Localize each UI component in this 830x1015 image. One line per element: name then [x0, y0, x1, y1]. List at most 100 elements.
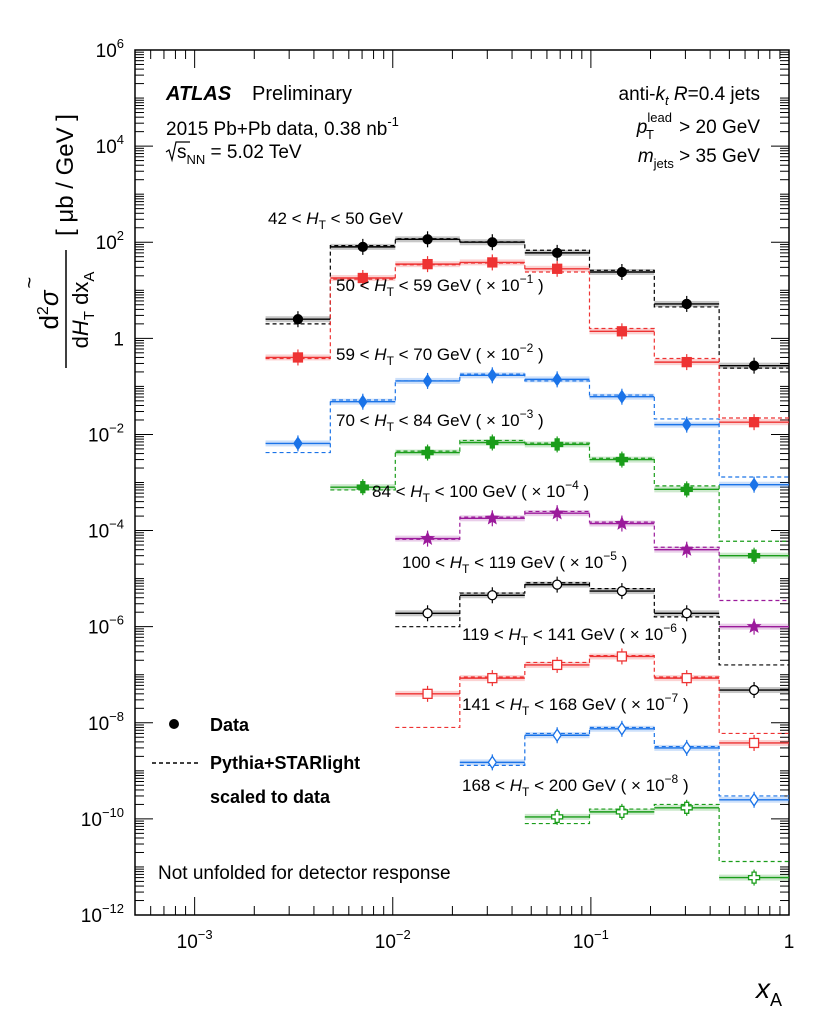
data-point	[680, 483, 693, 496]
data-point	[486, 436, 499, 449]
m-jets-label: mjets > 35 GeV	[638, 146, 760, 171]
data-point	[552, 579, 563, 590]
series-label: 50 < HT < 59 GeV ( × 10−1 )	[336, 272, 544, 299]
svg-text:sNN = 5.02 TeV: sNN = 5.02 TeV	[177, 142, 302, 167]
not-unfolded-note: Not unfolded for detector response	[158, 863, 451, 884]
series	[265, 254, 789, 431]
x-tick-label: 10−1	[573, 927, 609, 953]
legend: Data Pythia+STARlight scaled to data	[152, 715, 360, 807]
data-point	[747, 871, 761, 884]
data-point	[552, 728, 562, 743]
series	[395, 576, 789, 699]
data-point	[357, 241, 368, 253]
y-tick-label: 10−10	[81, 805, 124, 831]
data-point	[616, 651, 628, 662]
data-point	[552, 372, 562, 387]
data-point	[614, 515, 630, 530]
y-axis-label: d2σ ~ dHT dxA [ μb / GeV ]	[19, 114, 98, 368]
preliminary-label: Preliminary	[252, 83, 352, 105]
data-point	[679, 541, 695, 556]
data-point	[749, 792, 759, 807]
data-point	[616, 585, 628, 597]
pt-lead-label: plead T > 20 GeV	[636, 110, 761, 142]
data-point	[422, 688, 433, 699]
data-point	[422, 234, 433, 245]
data-point	[421, 446, 434, 459]
axis-ticks	[134, 50, 790, 916]
data-point	[748, 737, 760, 749]
data-point	[422, 373, 433, 389]
data-point	[617, 389, 627, 404]
data-point	[748, 684, 760, 696]
svg-text:[ μb / GeV ]: [ μb / GeV ]	[52, 114, 79, 236]
svg-text:dHT dxA: dHT dxA	[68, 272, 98, 349]
series-labels: 42 < HT < 50 GeV 50 < HT < 59 GeV ( × 10−…	[268, 209, 689, 799]
data-point	[749, 477, 759, 492]
data-point	[681, 298, 692, 310]
series-label: 100 < HT < 119 GeV ( × 10−5 )	[402, 549, 627, 576]
series	[265, 367, 789, 493]
data-point	[549, 505, 565, 520]
data-point	[487, 368, 498, 383]
data-point	[487, 672, 498, 684]
data-point	[615, 805, 629, 819]
mc-step	[395, 654, 789, 735]
series-label: 141 < HT < 168 GeV ( × 10−7 )	[462, 691, 689, 718]
atlas-label: ATLAS	[165, 83, 232, 105]
legend-data-label: Data	[210, 715, 250, 735]
series-label: 119 < HT < 141 GeV ( × 10−6 )	[462, 621, 687, 648]
sqrt-symbol	[165, 141, 190, 163]
data-point	[681, 672, 692, 684]
x-tick-label: 10−2	[375, 927, 411, 953]
series	[330, 434, 789, 564]
series	[524, 799, 789, 886]
data-point	[551, 438, 564, 451]
mc-step	[459, 726, 789, 797]
data-point	[552, 263, 563, 274]
axis-tick-labels: 10−3 10−2 10−1 1 106 104 102 1 10−2 10−4 10−6 10−8 1…	[81, 36, 794, 953]
data-point	[746, 618, 762, 633]
y-tick-label: 106	[96, 36, 124, 62]
legend-data-marker	[169, 719, 179, 729]
data-point	[748, 417, 760, 428]
data-point	[616, 326, 628, 337]
data-point	[420, 530, 436, 545]
data-point	[551, 810, 564, 824]
mc-step	[395, 510, 789, 602]
data-point	[681, 608, 692, 619]
y-tick-label: 1	[113, 329, 124, 350]
data-point	[615, 453, 629, 466]
data-point	[616, 266, 628, 278]
x-tick-label: 10−3	[177, 927, 213, 953]
data-point	[487, 257, 498, 268]
y-tick-label: 10−4	[88, 517, 124, 543]
data-point	[681, 740, 692, 756]
dataset-label: 2015 Pb+Pb data, 0.38 nb-1	[166, 114, 399, 140]
data-point	[617, 721, 627, 736]
data-point	[487, 755, 498, 770]
sqrt-s-label: sNN = 5.02 TeV	[165, 141, 302, 167]
data-point	[747, 549, 761, 562]
data-point	[292, 352, 304, 363]
series-layer	[265, 231, 789, 886]
y-tick-label: 10−12	[81, 901, 124, 927]
svg-text:~: ~	[19, 277, 41, 289]
series-label: 168 < HT < 200 GeV ( × 10−8 )	[462, 772, 689, 799]
y-tick-label: 10−6	[88, 613, 124, 639]
y-tick-label: 104	[96, 132, 124, 158]
x-tick-label: 1	[784, 932, 795, 953]
legend-mc-label-2: scaled to data	[210, 787, 331, 807]
data-point	[487, 237, 498, 248]
mc-step	[330, 439, 789, 542]
series	[395, 505, 789, 635]
data-point	[356, 481, 369, 494]
legend-mc-label: Pythia+STARlight	[210, 753, 360, 773]
data-point	[422, 608, 433, 619]
data-point	[293, 436, 303, 451]
data-point	[292, 314, 304, 325]
data-point	[484, 510, 500, 525]
series-label: 70 < HT < 84 GeV ( × 10−3 )	[336, 407, 544, 434]
data-point	[358, 394, 368, 409]
series-label: 59 < HT < 70 GeV ( × 10−2 )	[336, 341, 544, 368]
